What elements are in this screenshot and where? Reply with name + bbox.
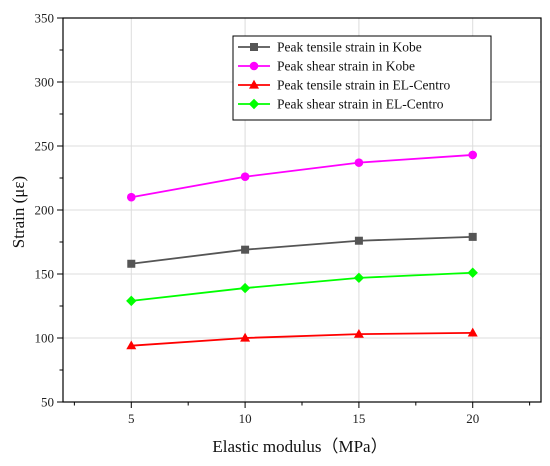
data-point [354,236,363,245]
x-tick-label: 5 [128,411,135,426]
x-axis-title: Elastic modulus（MPa） [212,437,387,456]
legend-marker [248,98,260,110]
legend-label: Peak shear strain in EL-Centro [277,97,444,112]
data-point [468,150,478,160]
data-point [467,327,478,337]
legend-entry: Peak tensile strain in Kobe [238,40,422,55]
y-tick-label: 300 [35,75,55,90]
x-tick-label: 10 [239,411,252,426]
data-point [240,332,251,342]
data-point [126,295,137,307]
legend-marker [250,43,258,51]
series-line [131,235,473,265]
series-line [131,331,473,347]
x-tick-label: 15 [352,411,365,426]
x-tick-label: 20 [466,411,479,426]
y-tick-label: 50 [41,395,54,410]
data-point [127,259,136,268]
data-point [239,282,251,294]
data-point [241,245,250,254]
legend-entry: Peak tensile strain in EL-Centro [238,78,450,93]
legend-box [232,35,492,121]
legend-marker [249,61,259,71]
data-point [353,328,364,338]
y-tick-label: 150 [35,267,55,282]
series-line [131,271,473,302]
legend-entry: Peak shear strain in EL-Centro [238,97,444,112]
series-4 [126,267,478,307]
y-tick-label: 250 [35,139,55,154]
legend-marker [249,79,259,89]
data-point [354,158,364,167]
y-tick-label: 350 [35,11,55,26]
legend: Peak tensile strain in Kobe Peak shear st… [232,35,492,121]
series-2 [126,150,478,202]
legend-label: Peak shear strain in Kobe [277,59,415,74]
legend-entry: Peak shear strain in Kobe [238,59,415,74]
series-1 [127,232,477,268]
y-tick-label: 100 [35,331,55,346]
data-point [467,267,478,278]
series-layer [126,150,478,350]
series-3 [126,327,478,350]
data-point [126,192,136,202]
data-point [126,340,137,350]
series-line [131,154,473,199]
legend-label: Peak tensile strain in EL-Centro [277,78,450,93]
legend-label: Peak tensile strain in Kobe [277,40,422,55]
y-tick-label: 200 [35,203,55,218]
axes: 5 10 15 20 50 100 150 200 250 300 350 [35,11,542,426]
data-point [353,272,365,284]
data-point [240,172,250,182]
data-point [468,232,477,241]
y-axis-title: Strain (με) [9,176,28,248]
